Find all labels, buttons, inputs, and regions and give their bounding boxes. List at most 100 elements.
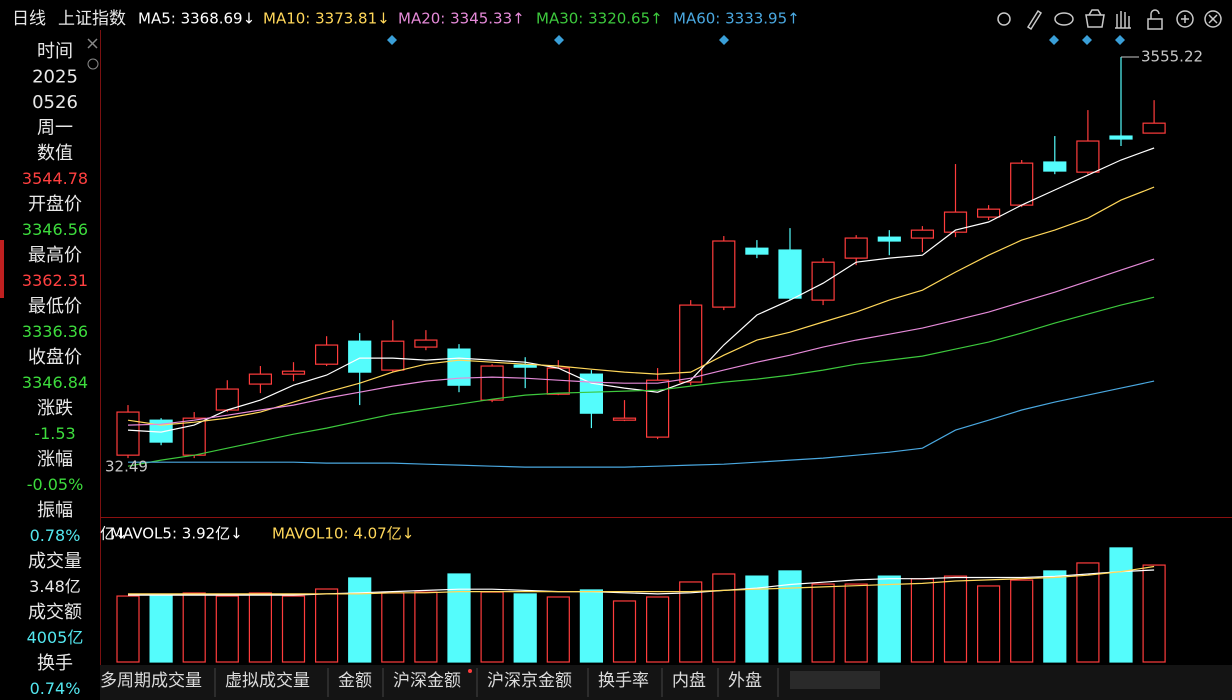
volume-bar: [811, 583, 835, 663]
volume-bar: [348, 577, 372, 663]
tab[interactable]: 外盘: [728, 671, 762, 691]
ma-legend: MA10: 3373.81↓: [263, 10, 390, 28]
sidebar-label: 时间: [37, 41, 73, 62]
candle-body: [1010, 162, 1034, 206]
ma-legend: MA5: 3368.69↓: [138, 10, 255, 28]
volume-bar: [1043, 570, 1067, 663]
index-name[interactable]: 上证指数: [58, 9, 126, 29]
candle-body: [612, 417, 637, 421]
tab[interactable]: 沪深京金额: [487, 671, 572, 691]
tab[interactable]: 沪深金额: [393, 671, 461, 691]
sidebar-value: -0.05%: [27, 475, 84, 494]
volume-bar: [910, 578, 935, 663]
candle-body: [910, 229, 935, 239]
candle-body: [1142, 122, 1166, 134]
sidebar-label: 涨幅: [37, 449, 73, 470]
volume-bar: [943, 575, 968, 663]
pen-icon[interactable]: [1026, 9, 1043, 31]
tab[interactable]: 虚拟成交量: [225, 671, 310, 691]
candle-body: [645, 379, 670, 438]
candle-body: [745, 247, 769, 255]
volume-bar: [612, 600, 637, 663]
mavol-line: [128, 565, 1155, 595]
mavol-legend: MAVOL10: 4.07亿↓: [272, 525, 414, 543]
candle-body: [976, 208, 1001, 218]
volume-bar: [844, 583, 868, 663]
volume-bar: [215, 595, 239, 663]
ma-line: [127, 258, 1155, 426]
volume-bar: [248, 592, 272, 663]
candle-body: [1076, 140, 1100, 173]
volume-cut-label: 亿↓: [100, 525, 128, 543]
tab[interactable]: 多周期成交量: [100, 671, 202, 691]
candle-body: [877, 236, 901, 242]
volume-bar: [976, 585, 1001, 663]
candle-body: [447, 348, 471, 386]
volume-bar: [579, 589, 604, 663]
volume-bar: [778, 570, 802, 663]
volume-bar: [546, 596, 570, 663]
volume-bar: [1142, 564, 1166, 663]
tab-bar: [100, 665, 1232, 700]
volume-bar: [679, 581, 703, 663]
candle-body: [1043, 161, 1067, 172]
tab[interactable]: 内盘: [672, 671, 706, 691]
period[interactable]: 日线: [12, 9, 46, 29]
settings-icon[interactable]: [87, 58, 99, 70]
volume-bar: [712, 573, 736, 663]
volume-bar: [1076, 562, 1100, 663]
sidebar-value: 3346.56: [22, 220, 88, 239]
sidebar-value: 0.74%: [30, 679, 81, 698]
volume-bar: [315, 588, 339, 663]
candle-body: [480, 365, 504, 401]
sidebar-label: 最低价: [28, 296, 82, 317]
volume-bar: [877, 575, 901, 663]
volume-bar: [1109, 547, 1133, 663]
volume-bar: [447, 573, 471, 663]
candle-body: [248, 373, 272, 385]
volume-bar: [381, 592, 405, 663]
candle-body: [513, 364, 537, 368]
tab-dot: [468, 669, 472, 673]
sidebar-label: 2025: [32, 67, 78, 88]
sidebar-value: 3346.84: [22, 373, 88, 392]
hand-icon[interactable]: [1115, 11, 1131, 29]
sidebar-label: 0526: [32, 92, 78, 113]
ma-legend: MA60: 3333.95↑: [673, 10, 800, 28]
sidebar-label: 换手: [37, 653, 73, 674]
sidebar-value: 3336.36: [22, 322, 88, 341]
basket-icon[interactable]: [1085, 9, 1105, 28]
candle-body: [679, 304, 703, 383]
candle-body: [943, 211, 968, 233]
candle-body: [778, 249, 802, 299]
gear-icon[interactable]: [997, 12, 1011, 26]
volume-bar: [182, 592, 206, 663]
close-chart-icon[interactable]: [1204, 10, 1222, 28]
ma-legend: MA30: 3320.65↑: [536, 10, 663, 28]
sidebar-label: 数值: [37, 143, 73, 164]
sidebar-value: 3362.31: [22, 271, 88, 290]
candle-body: [215, 388, 239, 411]
volume-bar: [281, 595, 306, 663]
event-markers: [387, 35, 1125, 45]
sidebar-label: 收盘价: [28, 347, 82, 368]
lock-icon[interactable]: [1147, 9, 1163, 30]
volume-bar: [645, 596, 670, 663]
eye-icon[interactable]: [1054, 12, 1074, 26]
tab[interactable]: 换手率: [598, 671, 649, 691]
tab[interactable]: 金额: [338, 671, 372, 691]
candle-body: [281, 370, 306, 375]
sidebar-label: 开盘价: [28, 194, 82, 215]
ma-line: [128, 380, 1155, 468]
volume-bar: [513, 593, 537, 663]
zoom-icon[interactable]: [1176, 10, 1194, 28]
max-label: 3555.22: [1141, 48, 1203, 66]
candle-body: [414, 339, 438, 348]
close-icon[interactable]: [87, 38, 98, 49]
volume-bar: [414, 591, 438, 663]
candle-body: [315, 344, 339, 365]
min-label: 32.49: [105, 458, 148, 476]
ma-line: [127, 296, 1155, 467]
candle-body: [712, 240, 736, 308]
